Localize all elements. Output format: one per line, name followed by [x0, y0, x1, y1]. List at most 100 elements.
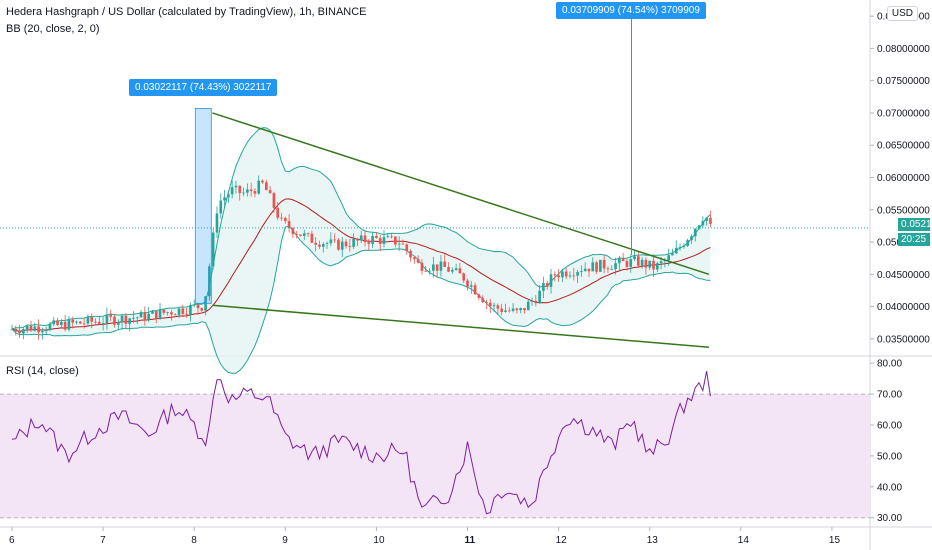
- candle-body[interactable]: [633, 256, 636, 260]
- candle-body[interactable]: [549, 274, 553, 287]
- candle-body[interactable]: [280, 217, 283, 219]
- candle-body[interactable]: [82, 323, 86, 325]
- candle-body[interactable]: [90, 316, 94, 322]
- candle-body[interactable]: [485, 302, 488, 304]
- candle-body[interactable]: [655, 263, 659, 270]
- candle-body[interactable]: [272, 193, 276, 208]
- candle-body[interactable]: [583, 268, 587, 272]
- lower-trendline[interactable]: [212, 304, 709, 349]
- candle-body[interactable]: [428, 270, 431, 272]
- currency-badge[interactable]: USD: [886, 6, 918, 21]
- candle-body[interactable]: [564, 271, 568, 277]
- candle-body[interactable]: [447, 266, 450, 272]
- candle-body[interactable]: [424, 270, 428, 272]
- candle-body[interactable]: [572, 275, 576, 277]
- candle-body[interactable]: [154, 311, 158, 320]
- candle-body[interactable]: [462, 273, 466, 281]
- candle-body[interactable]: [386, 236, 390, 238]
- candle-body[interactable]: [109, 314, 113, 317]
- candle-body[interactable]: [599, 259, 602, 272]
- candle-body[interactable]: [473, 285, 477, 295]
- candle-body[interactable]: [709, 217, 712, 224]
- candle-body[interactable]: [375, 235, 378, 238]
- candle-body[interactable]: [576, 271, 579, 276]
- candle-body[interactable]: [352, 238, 355, 247]
- candle-body[interactable]: [314, 242, 317, 245]
- candle-body[interactable]: [41, 331, 44, 333]
- candle-body[interactable]: [94, 321, 97, 323]
- candle-body[interactable]: [310, 233, 314, 243]
- candle-body[interactable]: [120, 315, 124, 323]
- candle-body[interactable]: [321, 244, 325, 247]
- candle-body[interactable]: [189, 305, 192, 315]
- candle-body[interactable]: [394, 236, 397, 245]
- candle-body[interactable]: [690, 236, 693, 241]
- candle-body[interactable]: [238, 185, 242, 194]
- candle-body[interactable]: [697, 225, 701, 229]
- measure-range-1[interactable]: [194, 108, 212, 304]
- candle-body[interactable]: [246, 189, 249, 193]
- candle-body[interactable]: [625, 261, 629, 267]
- candle-body[interactable]: [211, 232, 215, 267]
- candle-body[interactable]: [234, 185, 238, 188]
- candle-body[interactable]: [249, 189, 253, 192]
- candle-body[interactable]: [659, 261, 663, 264]
- candle-body[interactable]: [113, 316, 116, 325]
- candle-body[interactable]: [10, 329, 14, 330]
- candle-body[interactable]: [18, 331, 21, 334]
- candle-body[interactable]: [101, 323, 105, 324]
- candle-body[interactable]: [52, 320, 56, 325]
- candle-body[interactable]: [496, 305, 500, 309]
- candle-body[interactable]: [132, 317, 135, 319]
- candle-body[interactable]: [511, 308, 515, 311]
- candle-body[interactable]: [545, 283, 549, 287]
- candle-body[interactable]: [170, 312, 173, 315]
- candle-body[interactable]: [261, 180, 264, 183]
- candle-body[interactable]: [86, 316, 90, 324]
- candle-body[interactable]: [568, 275, 572, 277]
- candle-body[interactable]: [306, 233, 310, 235]
- candle-body[interactable]: [219, 200, 223, 214]
- candle-body[interactable]: [276, 207, 280, 218]
- candle-body[interactable]: [561, 271, 564, 278]
- candle-body[interactable]: [367, 242, 371, 244]
- candle-body[interactable]: [614, 263, 617, 270]
- candle-body[interactable]: [242, 192, 245, 194]
- candle-body[interactable]: [128, 318, 131, 324]
- candle-body[interactable]: [283, 217, 287, 222]
- candle-body[interactable]: [682, 245, 686, 247]
- candle-body[interactable]: [401, 243, 405, 245]
- candle-body[interactable]: [519, 308, 522, 311]
- candle-body[interactable]: [405, 244, 409, 251]
- candle-body[interactable]: [477, 294, 481, 298]
- candle-body[interactable]: [158, 309, 162, 320]
- candle-body[interactable]: [610, 269, 614, 270]
- candle-body[interactable]: [701, 220, 705, 226]
- candle-body[interactable]: [466, 280, 469, 287]
- candle-body[interactable]: [116, 322, 120, 325]
- candle-body[interactable]: [71, 319, 75, 323]
- rsi-line[interactable]: [11, 371, 711, 515]
- candle-body[interactable]: [344, 241, 348, 247]
- candle-body[interactable]: [439, 261, 443, 271]
- candle-body[interactable]: [37, 326, 40, 333]
- candle-body[interactable]: [629, 259, 633, 267]
- candle-body[interactable]: [185, 313, 188, 315]
- candle-body[interactable]: [504, 310, 507, 312]
- candle-body[interactable]: [25, 326, 29, 330]
- rsi-indicator-label[interactable]: RSI (14, close): [6, 365, 79, 377]
- candle-body[interactable]: [44, 330, 48, 332]
- candle-body[interactable]: [667, 255, 671, 261]
- candle-body[interactable]: [488, 302, 492, 307]
- bb-indicator-label[interactable]: BB (20, close, 2, 0): [6, 23, 100, 35]
- candle-body[interactable]: [124, 315, 128, 324]
- candle-body[interactable]: [378, 237, 382, 244]
- candle-body[interactable]: [397, 243, 401, 245]
- candle-body[interactable]: [33, 326, 37, 331]
- candle-body[interactable]: [443, 261, 447, 267]
- candle-body[interactable]: [534, 300, 538, 304]
- candle-body[interactable]: [530, 300, 534, 302]
- candle-body[interactable]: [192, 304, 196, 306]
- candle-body[interactable]: [230, 187, 234, 195]
- candle-body[interactable]: [686, 240, 689, 246]
